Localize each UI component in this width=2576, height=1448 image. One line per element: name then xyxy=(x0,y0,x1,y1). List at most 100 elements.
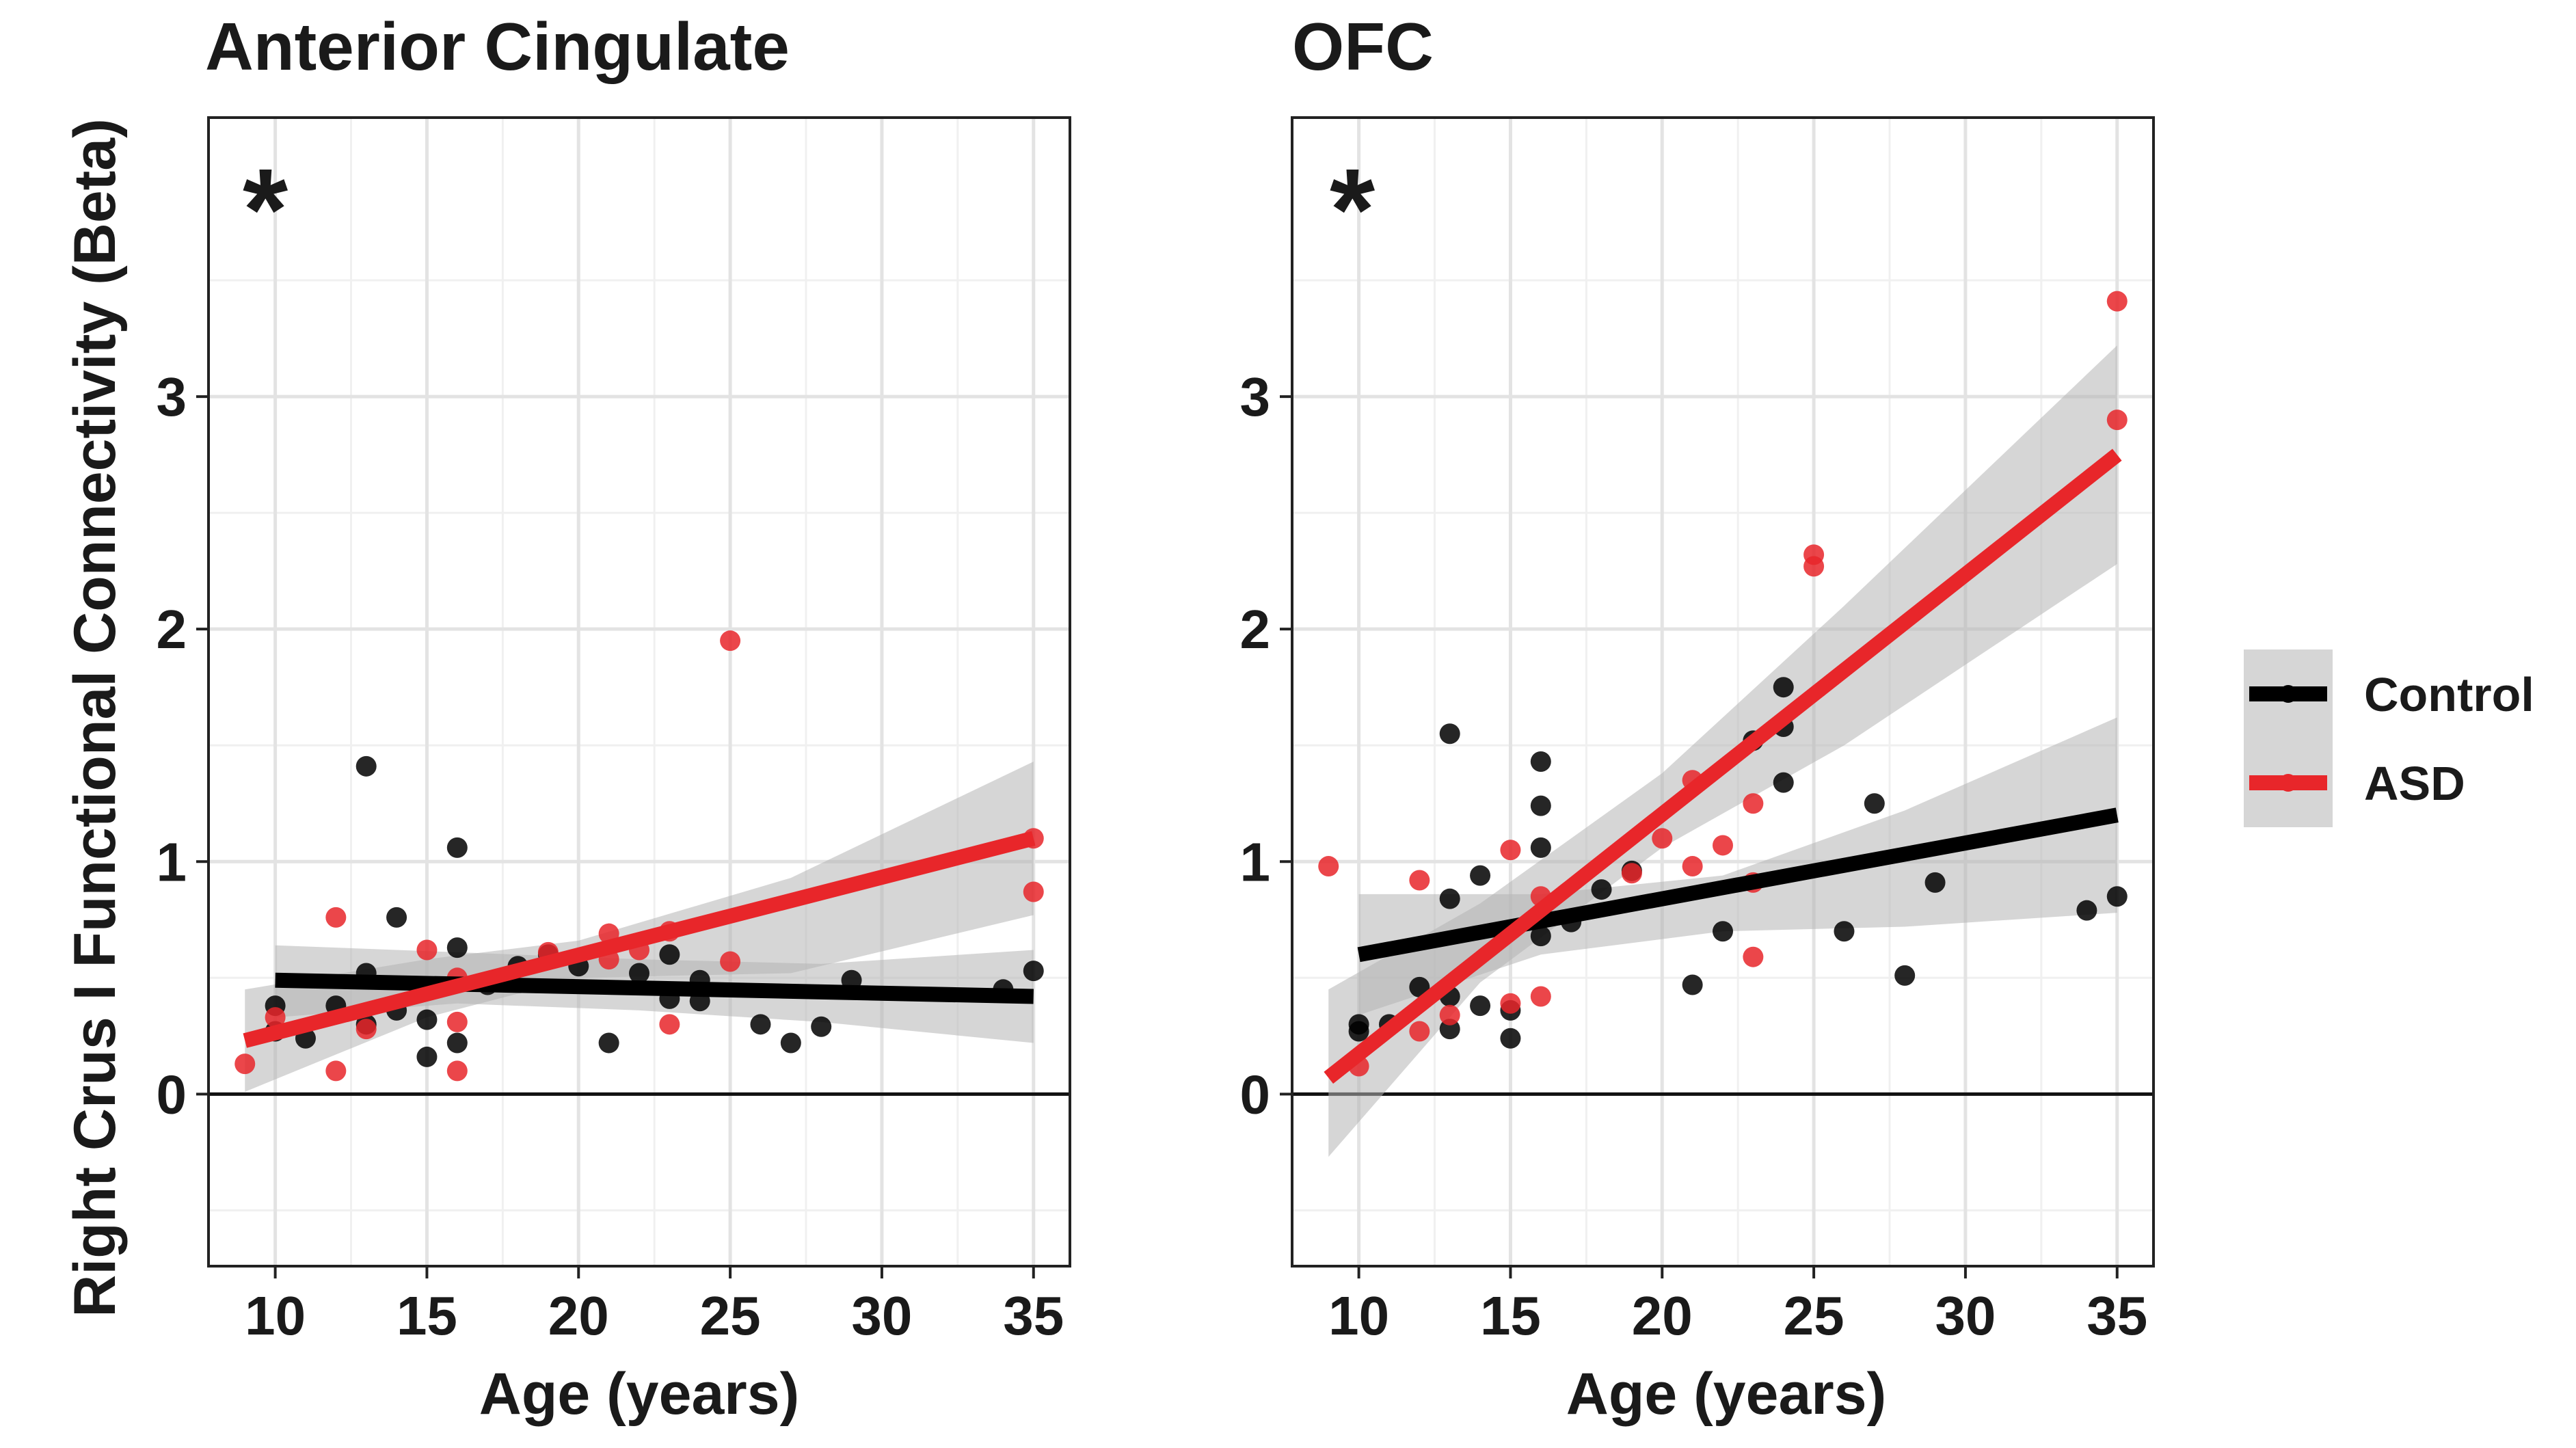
data-point-control xyxy=(1439,888,1460,909)
x-tick-label: 30 xyxy=(1935,1285,1996,1346)
data-point-control xyxy=(811,1016,832,1037)
data-point-control xyxy=(598,1032,619,1054)
x-axis-label: Age (years) xyxy=(1566,1361,1886,1427)
data-point-control xyxy=(1530,926,1551,947)
data-point-asd xyxy=(325,907,347,928)
data-point-control xyxy=(1591,879,1612,900)
x-tick-label: 25 xyxy=(1784,1285,1844,1346)
data-point-asd xyxy=(355,1019,377,1040)
x-tick-label: 35 xyxy=(2087,1285,2147,1346)
data-point-control xyxy=(2106,886,2128,907)
data-point-asd xyxy=(1439,1004,1460,1025)
data-point-asd xyxy=(1713,835,1733,856)
legend-item-asd: ASD xyxy=(2244,738,2465,827)
data-point-control xyxy=(416,1046,438,1067)
data-point-control xyxy=(1409,976,1430,997)
data-point-control xyxy=(446,1032,468,1054)
significance-star: * xyxy=(243,145,288,275)
y-tick-label: 2 xyxy=(1240,599,1271,660)
x-tick-label: 15 xyxy=(1480,1285,1541,1346)
data-point-control xyxy=(1924,872,1946,893)
data-point-control xyxy=(1864,793,1885,814)
data-point-control xyxy=(1713,921,1733,942)
data-point-asd xyxy=(1803,556,1825,577)
x-axis-label: Age (years) xyxy=(479,1361,799,1427)
fit-line-asd xyxy=(1324,448,2122,1084)
data-point-asd xyxy=(1530,986,1551,1007)
panel-title: Anterior Cingulate xyxy=(205,9,790,84)
data-point-asd xyxy=(720,630,741,652)
data-point-control xyxy=(780,1032,801,1054)
data-point-asd xyxy=(1409,1021,1430,1042)
x-tick-label: 20 xyxy=(1632,1285,1693,1346)
y-tick-label: 0 xyxy=(157,1064,187,1125)
data-point-asd xyxy=(1743,793,1764,814)
data-point-control xyxy=(1439,723,1460,745)
data-point-control xyxy=(1894,965,1916,986)
legend-label-asd: ASD xyxy=(2364,757,2465,810)
data-point-asd xyxy=(1682,856,1703,877)
data-point-control xyxy=(1530,795,1551,816)
data-point-asd xyxy=(1023,881,1044,902)
data-point-asd xyxy=(325,1060,347,1082)
significance-star: * xyxy=(1330,145,1375,275)
data-point-control xyxy=(750,1014,771,1035)
y-tick-label: 1 xyxy=(157,831,187,892)
legend-dot-control xyxy=(2279,685,2297,703)
data-point-control xyxy=(386,907,407,928)
x-tick-label: 10 xyxy=(1328,1285,1389,1346)
fit-line-asd xyxy=(243,831,1036,1048)
data-point-asd xyxy=(659,1014,680,1035)
y-tick-label: 3 xyxy=(157,366,187,427)
confidence-band-asd xyxy=(245,762,1034,1092)
data-point-asd xyxy=(234,1054,256,1075)
x-tick-label: 15 xyxy=(397,1285,457,1346)
legend: Control ASD xyxy=(2244,649,2534,827)
data-point-control xyxy=(1470,865,1491,886)
y-axis-label: Right Crus I Functional Connectivity (Be… xyxy=(62,118,128,1317)
legend-item-control: Control xyxy=(2244,649,2534,738)
data-point-control xyxy=(446,837,468,858)
data-point-asd xyxy=(1652,828,1673,849)
data-point-control xyxy=(1773,677,1794,698)
data-point-control xyxy=(629,963,649,984)
data-point-control xyxy=(1530,751,1551,773)
data-point-control xyxy=(2076,900,2097,921)
data-point-control xyxy=(1773,772,1794,793)
data-point-control xyxy=(1834,921,1855,942)
panel-ofc: OFC 10 15 20 25 30 35 0 1 2 3 * Age (years) xyxy=(1240,9,2155,1427)
data-point-control xyxy=(1470,995,1491,1017)
panel-title: OFC xyxy=(1292,9,1434,84)
fit-line-control xyxy=(1357,807,2119,963)
data-point-asd xyxy=(265,1007,286,1028)
x-tick-label: 20 xyxy=(548,1285,609,1346)
plot-area: 10 15 20 25 30 35 0 1 2 3 xyxy=(157,116,1071,1346)
data-point-control xyxy=(355,755,377,777)
legend-label-control: Control xyxy=(2364,668,2534,721)
x-tick-label: 10 xyxy=(245,1285,306,1346)
data-point-control xyxy=(659,944,680,965)
data-point-asd xyxy=(1318,856,1339,877)
data-point-asd xyxy=(446,1011,468,1032)
data-point-control xyxy=(416,1009,438,1030)
data-point-asd xyxy=(2106,291,2128,312)
data-point-asd xyxy=(1621,863,1642,884)
data-point-asd xyxy=(2106,410,2128,431)
x-tick-label: 25 xyxy=(700,1285,761,1346)
y-tick-label: 3 xyxy=(1240,366,1271,427)
legend-dot-asd xyxy=(2279,774,2297,792)
confidence-band-asd xyxy=(1328,345,2117,1157)
data-point-control xyxy=(1682,974,1703,995)
data-point-asd xyxy=(1500,840,1521,861)
data-point-asd xyxy=(1743,946,1764,967)
panel-border xyxy=(207,116,1071,1268)
y-tick-label: 1 xyxy=(1240,831,1271,892)
data-point-control xyxy=(1348,1014,1369,1035)
data-point-asd xyxy=(446,1060,468,1082)
data-point-control xyxy=(446,937,468,958)
data-point-asd xyxy=(1409,870,1430,891)
data-point-control xyxy=(1530,837,1551,858)
data-point-control xyxy=(1023,961,1044,982)
data-point-asd xyxy=(720,951,741,972)
